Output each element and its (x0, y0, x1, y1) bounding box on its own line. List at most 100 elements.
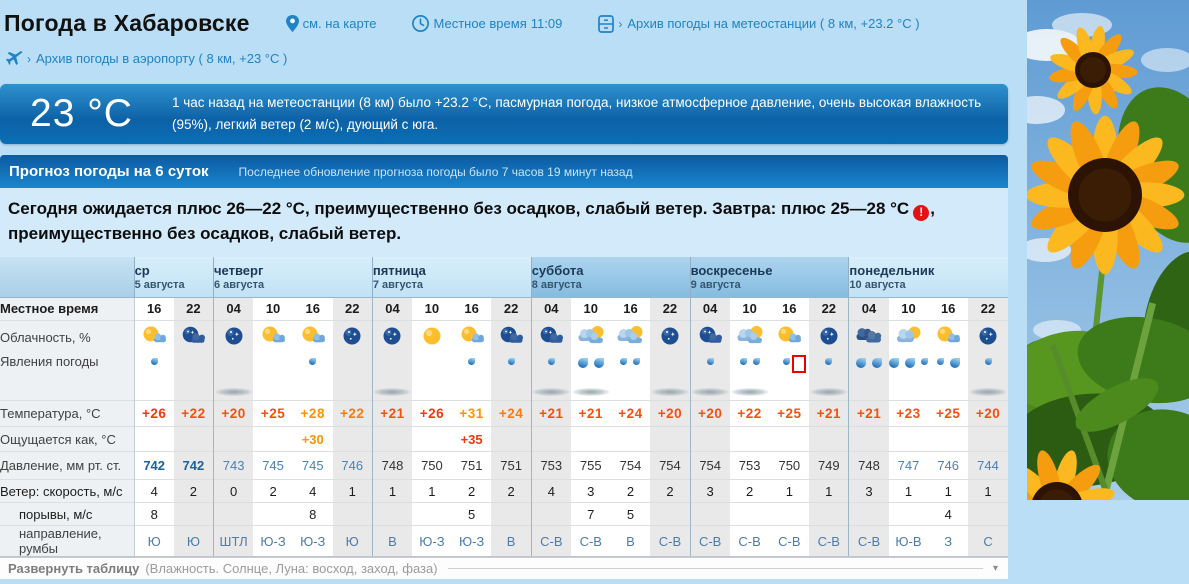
cell-wind-gusts (332, 502, 373, 526)
cell-hour: 22 (332, 296, 373, 321)
cell-hour: 10 (729, 296, 770, 321)
rain-drop-icon (547, 358, 555, 366)
cell-hour: 10 (412, 296, 452, 321)
cell-cloudiness (809, 319, 849, 355)
cell-wind-direction: С-В (689, 525, 730, 558)
cell-wind-speed: 1 (928, 479, 969, 503)
cell-temperature: +21 (848, 400, 889, 427)
cell-pressure: 744 (968, 451, 1008, 480)
cell-hour: 22 (968, 296, 1008, 321)
cell-feels-like (253, 426, 293, 452)
rain-drop-icon (872, 358, 883, 369)
cell-wind-direction: С-В (848, 525, 889, 558)
expand-table-note: (Влажность. Солнце, Луна: восход, заход,… (145, 561, 438, 577)
cell-hour: 16 (928, 296, 969, 321)
cell-pressure: 754 (610, 451, 651, 480)
cell-phenomena (253, 354, 293, 401)
table-corner (0, 257, 135, 298)
cell-cloudiness (292, 319, 333, 355)
cell-temperature: +22 (332, 400, 373, 427)
rain-drop-icon (593, 358, 604, 369)
airport-archive-label: Архив погоды в аэропорту ( 8 км, +23 °C … (36, 51, 288, 66)
rain-drop-icon (936, 358, 944, 366)
chevron-down-icon: ▾ (992, 563, 998, 575)
weather-icon-night (973, 323, 1003, 349)
fog-icon (214, 388, 253, 397)
cell-wind-gusts (173, 502, 214, 526)
cell-temperature: +21 (371, 400, 413, 427)
fog-icon (809, 388, 848, 397)
cell-wind-gusts (530, 502, 571, 526)
rain-drop-icon (507, 358, 515, 366)
cell-wind-gusts (888, 502, 929, 526)
cell-wind-speed: 1 (371, 479, 413, 503)
cell-feels-like (491, 426, 532, 452)
cell-phenomena (769, 354, 810, 401)
cell-feels-like (213, 426, 254, 452)
weather-icon-sun-cloud (457, 323, 487, 349)
cell-wind-direction: Ю-З (412, 525, 452, 558)
cell-wind-direction: В (610, 525, 651, 558)
cell-temperature: +22 (729, 400, 770, 427)
day-header-ср: ср 5 августа (133, 257, 214, 298)
station-archive-link[interactable]: › Архив погоды на метеостанции ( 8 км, +… (598, 14, 920, 33)
cell-phenomena (650, 354, 691, 401)
cell-hour: 04 (213, 296, 254, 321)
cell-temperature: +26 (412, 400, 452, 427)
rain-drop-icon (309, 358, 317, 366)
local-time-label: Местное время (433, 16, 527, 31)
weather-icon-night-cloud (536, 323, 566, 349)
cell-phenomena (809, 354, 849, 401)
weather-icon-night (337, 323, 367, 349)
cell-wind-speed: 2 (729, 479, 770, 503)
cell-temperature: +24 (491, 400, 532, 427)
cell-cloudiness (371, 319, 413, 355)
cell-wind-gusts (253, 502, 293, 526)
cell-cloudiness (253, 319, 293, 355)
cell-temperature: +26 (133, 400, 174, 427)
current-description: 1 час назад на метеостанции (8 км) было … (172, 95, 982, 132)
cell-wind-speed: 1 (809, 479, 849, 503)
row-label-local-time: Местное время (0, 296, 135, 321)
cell-temperature: +28 (292, 400, 333, 427)
cell-feels-like: +30 (292, 426, 333, 452)
weather-icon-night (814, 323, 844, 349)
cell-pressure: 746 (332, 451, 373, 480)
day-header-пятница: пятница 7 августа (371, 257, 532, 298)
cell-pressure: 743 (213, 451, 254, 480)
weather-icon-clouds-sun (615, 323, 645, 349)
cell-feels-like: +35 (451, 426, 492, 452)
cell-temperature: +31 (451, 400, 492, 427)
cell-pressure: 751 (451, 451, 492, 480)
cell-hour: 22 (491, 296, 532, 321)
cell-hour: 16 (292, 296, 333, 321)
cell-wind-speed: 1 (968, 479, 1008, 503)
cell-wind-speed: 2 (451, 479, 492, 503)
cell-cloudiness (213, 319, 254, 355)
cell-feels-like (729, 426, 770, 452)
airport-archive-link[interactable]: › Архив погоды в аэропорту ( 8 км, +23 °… (6, 51, 287, 66)
cell-pressure: 750 (769, 451, 810, 480)
cell-wind-gusts: 7 (570, 502, 611, 526)
cell-pressure: 751 (491, 451, 532, 480)
cell-cloudiness (491, 319, 532, 355)
current-weather-banner: 23 °C 1 час назад на метеостанции (8 км)… (0, 84, 1008, 144)
cell-hour: 10 (570, 296, 611, 321)
cell-wind-gusts (491, 502, 532, 526)
cell-wind-direction: С (968, 525, 1008, 558)
cell-hour: 22 (650, 296, 691, 321)
map-link[interactable]: см. на карте (285, 15, 376, 32)
cell-hour: 16 (133, 296, 174, 321)
cell-wind-speed: 1 (769, 479, 810, 503)
weather-icon-night (377, 323, 407, 349)
rain-drop-icon (825, 358, 833, 366)
fog-icon (969, 388, 1008, 397)
page-title: Погода в Хабаровске (4, 10, 250, 36)
cell-phenomena (213, 354, 254, 401)
expand-table-label: Развернуть таблицу (8, 561, 140, 577)
cell-phenomena (570, 354, 611, 401)
expand-table-button[interactable]: Развернуть таблицу (Влажность. Солнце, Л… (0, 557, 1008, 580)
row-label-wind-direction: направление, румбы (0, 525, 135, 558)
cell-wind-direction: В (371, 525, 413, 558)
weather-icon-sun-cloud (774, 323, 804, 349)
